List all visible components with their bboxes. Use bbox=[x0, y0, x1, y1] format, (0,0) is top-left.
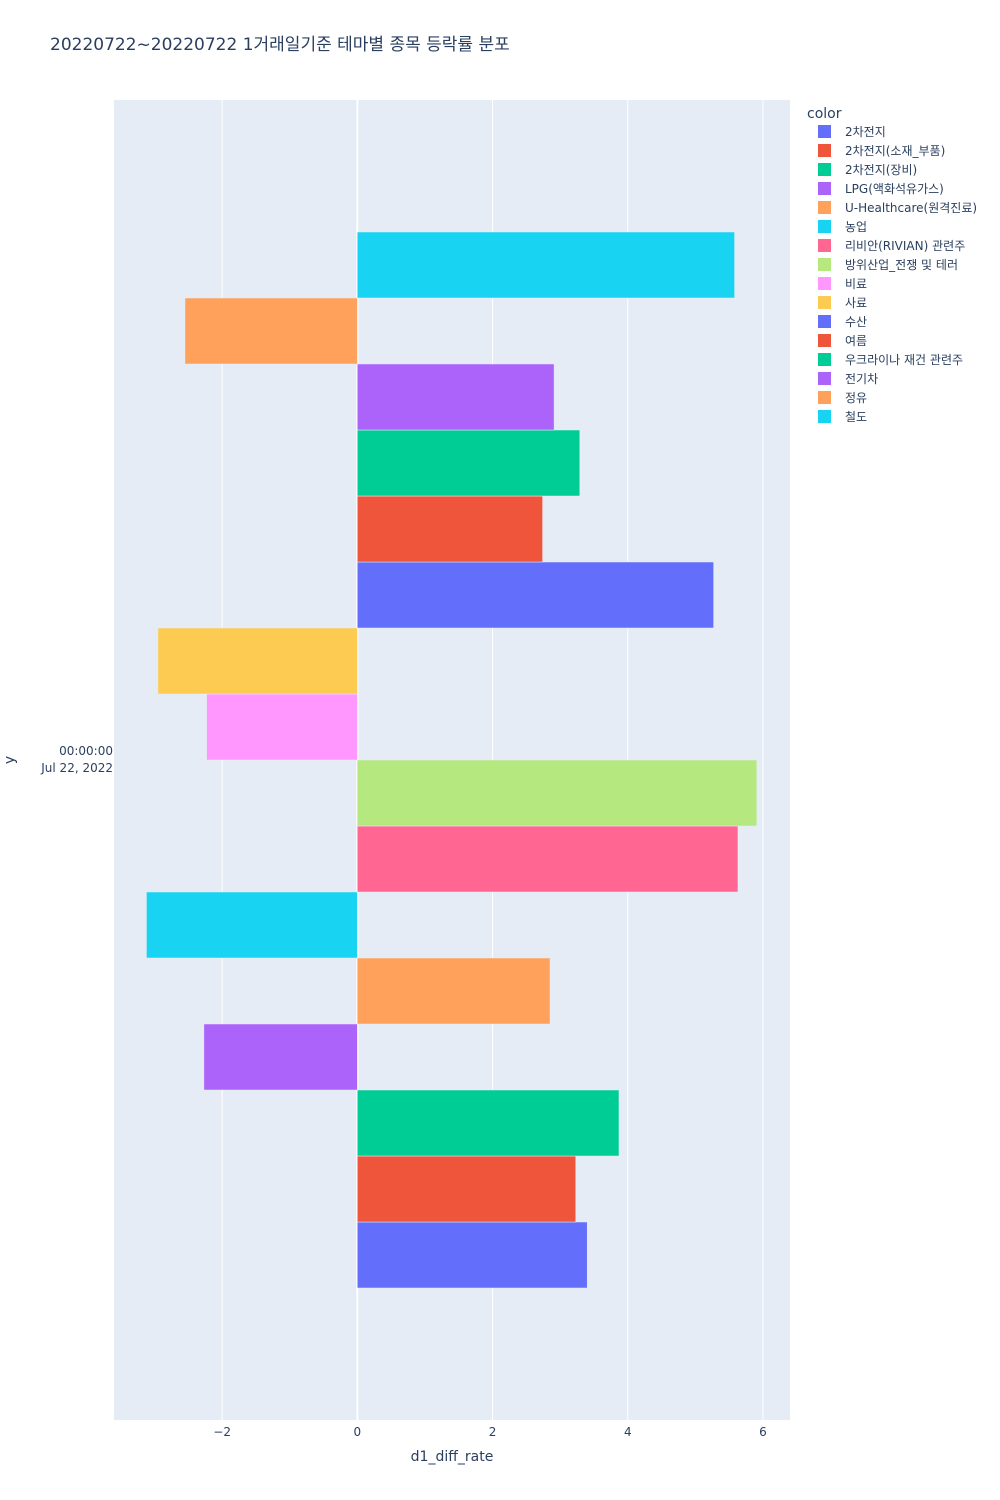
bar-10[interactable] bbox=[357, 561, 714, 629]
legend-swatch bbox=[818, 258, 831, 271]
x-tick-label: 0 bbox=[354, 1425, 362, 1439]
bar-5[interactable] bbox=[146, 891, 358, 959]
legend-swatch bbox=[818, 353, 831, 366]
legend-label: 리비안(RIVIAN) 관련주 bbox=[845, 239, 965, 253]
legend-label: 정유 bbox=[845, 391, 867, 405]
bar-2[interactable] bbox=[357, 1089, 620, 1157]
bar-6[interactable] bbox=[357, 825, 739, 893]
legend-label: 2차전지(장비) bbox=[845, 163, 917, 177]
y-tick-label-date: Jul 22, 2022 bbox=[40, 761, 113, 775]
legend-label: 여름 bbox=[845, 334, 867, 348]
legend-swatch bbox=[818, 220, 831, 233]
legend-item[interactable]: 2차전지(장비) bbox=[818, 163, 917, 177]
legend-swatch bbox=[818, 239, 831, 252]
legend-label: U-Healthcare(원격진료) bbox=[845, 201, 977, 215]
chart-title: 20220722~20220722 1거래일기준 테마별 종목 등락률 분포 bbox=[50, 35, 510, 55]
legend-item[interactable]: 철도 bbox=[818, 410, 867, 424]
bar-3[interactable] bbox=[203, 1023, 358, 1091]
legend-label: 철도 bbox=[845, 410, 867, 424]
legend-label: 비료 bbox=[845, 277, 867, 291]
legend-swatch bbox=[818, 277, 831, 290]
x-axis-ticks: −2 0 2 4 6 bbox=[213, 1425, 766, 1439]
legend-swatch bbox=[818, 144, 831, 157]
legend-swatch bbox=[818, 125, 831, 138]
bar-14[interactable] bbox=[184, 297, 358, 365]
legend-item[interactable]: 농업 bbox=[818, 220, 867, 234]
legend-swatch bbox=[818, 391, 831, 404]
legend-item[interactable]: U-Healthcare(원격진료) bbox=[818, 201, 977, 215]
legend-label: 사료 bbox=[845, 296, 867, 310]
bar-4[interactable] bbox=[357, 957, 551, 1025]
legend-label: LPG(액화석유가스) bbox=[845, 182, 944, 196]
x-axis-label: d1_diff_rate bbox=[411, 1449, 494, 1465]
legend-label: 2차전지(소재_부품) bbox=[845, 144, 945, 158]
legend[interactable]: 2차전지 2차전지(소재_부품) 2차전지(장비) LPG(액화석유가스) U-Heal… bbox=[818, 125, 977, 424]
legend-item[interactable]: 여름 bbox=[818, 334, 867, 348]
legend-swatch bbox=[818, 315, 831, 328]
legend-label: 우크라이나 재건 관련주 bbox=[845, 353, 963, 367]
x-tick-label: 4 bbox=[624, 1425, 632, 1439]
legend-item[interactable]: 정유 bbox=[818, 391, 867, 405]
legend-label: 전기차 bbox=[845, 372, 878, 386]
bars bbox=[146, 231, 758, 1289]
legend-swatch bbox=[818, 410, 831, 423]
legend-item[interactable]: 2차전지 bbox=[818, 125, 886, 139]
legend-item[interactable]: 수산 bbox=[818, 315, 867, 329]
bar-11[interactable] bbox=[357, 495, 543, 563]
legend-label: 수산 bbox=[845, 315, 867, 329]
bar-0[interactable] bbox=[357, 1221, 588, 1289]
legend-label: 2차전지 bbox=[845, 125, 886, 139]
bar-15[interactable] bbox=[357, 231, 735, 299]
legend-item[interactable]: 리비안(RIVIAN) 관련주 bbox=[818, 239, 965, 253]
legend-label: 농업 bbox=[845, 220, 867, 234]
bar-9[interactable] bbox=[157, 627, 358, 695]
x-tick-label: −2 bbox=[213, 1425, 231, 1439]
legend-item[interactable]: 2차전지(소재_부품) bbox=[818, 144, 945, 158]
legend-swatch bbox=[818, 163, 831, 176]
legend-label: 방위산업_전쟁 및 테러 bbox=[845, 258, 958, 272]
bar-1[interactable] bbox=[357, 1155, 576, 1223]
bar-12[interactable] bbox=[357, 429, 581, 497]
x-tick-label: 6 bbox=[759, 1425, 767, 1439]
bar-8[interactable] bbox=[206, 693, 358, 761]
legend-item[interactable]: LPG(액화석유가스) bbox=[818, 182, 944, 196]
x-tick-label: 2 bbox=[489, 1425, 497, 1439]
legend-swatch bbox=[818, 182, 831, 195]
bar-7[interactable] bbox=[357, 759, 758, 827]
legend-swatch bbox=[818, 334, 831, 347]
legend-swatch bbox=[818, 372, 831, 385]
y-axis-label: y bbox=[2, 756, 18, 764]
bar-13[interactable] bbox=[357, 363, 555, 431]
legend-item[interactable]: 전기차 bbox=[818, 372, 878, 386]
legend-swatch bbox=[818, 201, 831, 214]
legend-item[interactable]: 방위산업_전쟁 및 테러 bbox=[818, 258, 958, 272]
legend-swatch bbox=[818, 296, 831, 309]
legend-item[interactable]: 비료 bbox=[818, 277, 867, 291]
y-tick-label-time: 00:00:00 bbox=[59, 744, 113, 758]
legend-item[interactable]: 우크라이나 재건 관련주 bbox=[818, 353, 963, 367]
legend-item[interactable]: 사료 bbox=[818, 296, 867, 310]
legend-title: color bbox=[807, 106, 842, 122]
